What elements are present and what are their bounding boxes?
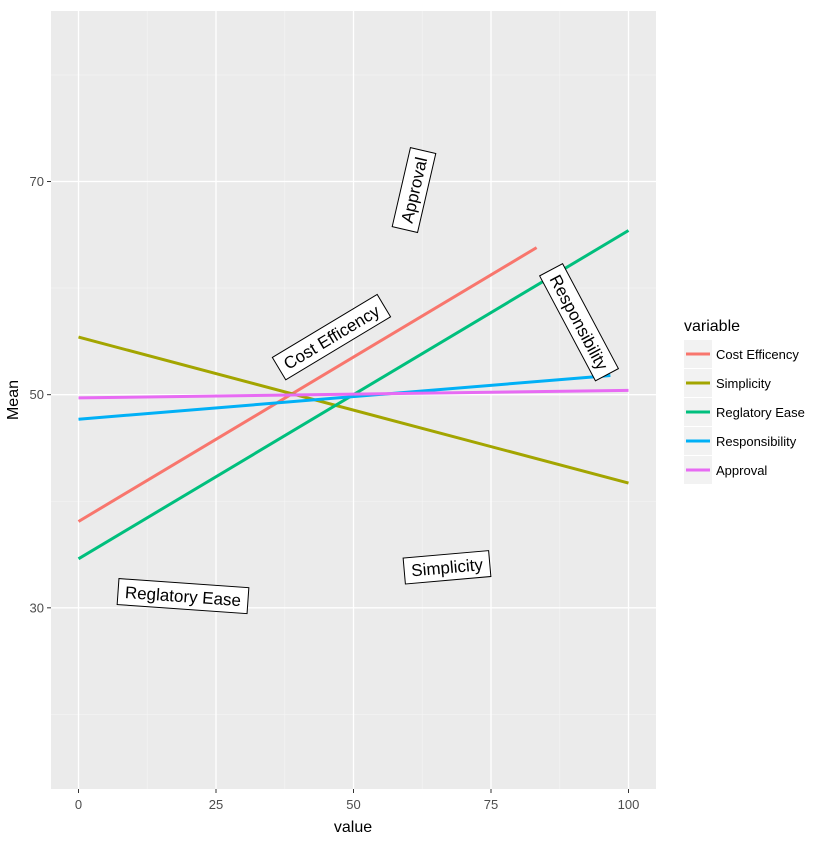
series-line <box>78 335 629 485</box>
x-tick-label: 50 <box>346 797 360 812</box>
x-tick-label: 25 <box>209 797 223 812</box>
legend-label: Responsibility <box>716 434 797 449</box>
annotation-box <box>402 550 492 585</box>
y-tick-label: 70 <box>30 174 44 189</box>
series-lines <box>77 229 630 561</box>
legend-label: Approval <box>716 463 767 478</box>
y-tick-label: 30 <box>30 600 44 615</box>
annotation-box <box>391 147 437 234</box>
y-axis: 30 50 70 <box>30 174 51 615</box>
y-axis-title: Mean <box>5 380 22 420</box>
series-line <box>78 374 611 421</box>
annotation-box <box>538 262 620 382</box>
x-tick-label: 100 <box>618 797 640 812</box>
annotation-label: Reglatory Ease <box>116 578 250 615</box>
x-axis: 0 25 50 75 100 <box>75 789 639 812</box>
series-line <box>78 388 629 400</box>
y-tick-label: 50 <box>30 387 44 402</box>
annotation-label: Simplicity <box>402 550 492 585</box>
legend-title: variable <box>684 318 740 335</box>
legend-label: Reglatory Ease <box>716 405 805 420</box>
legend-label: Cost Efficency <box>716 347 799 362</box>
legend-label: Simplicity <box>716 376 771 391</box>
x-tick-label: 75 <box>484 797 498 812</box>
annotation-box <box>271 293 392 381</box>
x-tick-label: 0 <box>75 797 82 812</box>
annotation-box <box>116 578 250 615</box>
x-axis-title: value <box>334 819 372 836</box>
legend: variable Cost Efficency Simplicity Reglato… <box>684 318 805 484</box>
series-line <box>77 246 538 523</box>
